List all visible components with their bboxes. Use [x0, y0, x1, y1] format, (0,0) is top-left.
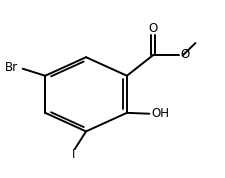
Text: I: I [72, 148, 75, 161]
Text: O: O [179, 48, 188, 61]
Text: OH: OH [151, 107, 168, 120]
Text: O: O [147, 22, 157, 35]
Text: Br: Br [5, 61, 18, 74]
